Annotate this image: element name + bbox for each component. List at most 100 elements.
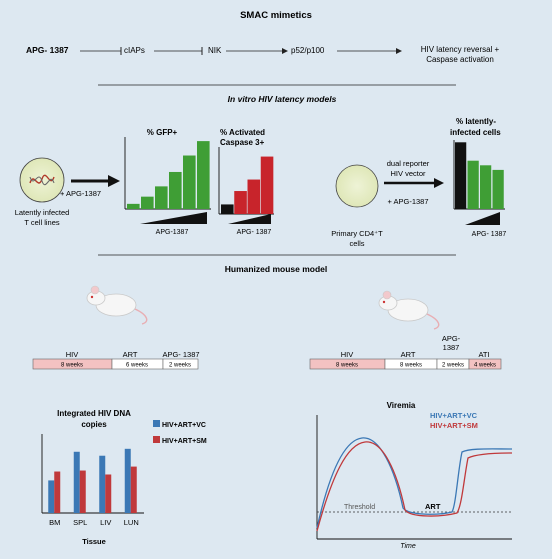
timeline-right-dur-apg: 2 weeks	[442, 363, 464, 369]
timeline-right-dur-art: 8 weeks	[400, 363, 422, 369]
mouse-title: Humanized mouse model	[225, 264, 328, 274]
latent-dose-label: APG- 1387	[472, 231, 507, 238]
dna-strand-icon	[29, 174, 55, 184]
mouse-icon-right	[378, 290, 440, 330]
treatment-arrow-head	[108, 175, 120, 187]
dna-bar	[79, 470, 86, 513]
legend-label-sm: HIV+ART+SM	[162, 438, 207, 445]
timeline-right-phase-apg: APG-1387	[442, 334, 461, 352]
timeline-left: HIV ART APG- 1387 8 weeks 6 weeks 2 week…	[32, 350, 200, 370]
viremia-xlabel: Time	[400, 543, 416, 550]
vector-arrow-head	[434, 178, 444, 188]
pathway-node-nik: NIK	[208, 46, 222, 55]
pathway-node-p52: p52/p100	[291, 46, 325, 55]
primary-cell-label-1: Primary CD4⁺T	[331, 229, 383, 238]
dna-bar	[130, 466, 137, 513]
bar	[467, 160, 479, 209]
threshold-label: Threshold	[344, 504, 375, 511]
caspase-title-1: % Activated	[220, 128, 265, 137]
dna-title-2: copies	[81, 420, 107, 429]
dna-xlabel: Tissue	[82, 537, 106, 546]
pathway-title: SMAC mimetics	[240, 10, 312, 21]
arrow-head-2	[396, 48, 402, 54]
timeline-left-dur-hiv: 8 weeks	[61, 363, 83, 369]
dna-tick-label: SPL	[73, 518, 87, 527]
vector-label-1: dual reporter	[387, 159, 430, 168]
bar	[183, 155, 196, 209]
treatment-label: + APG-1387	[60, 189, 101, 198]
bar	[234, 191, 247, 214]
bar	[221, 204, 234, 214]
timeline-right-phase-hiv: HIV	[341, 350, 354, 359]
latent-title-1: % latently-	[456, 117, 496, 126]
dna-bar	[48, 480, 55, 513]
bar	[127, 203, 140, 209]
gfp-title: % GFP+	[147, 128, 178, 137]
latent-title-2: infected cells	[450, 128, 501, 137]
caspase-dose-wedge	[228, 214, 271, 224]
timeline-right-phase-apg-line: APG-	[442, 334, 461, 343]
dna-chart: BM SPL LIV LUN	[41, 434, 144, 527]
timeline-right-dur-ati: 4 weeks	[474, 363, 496, 369]
dna-strand-icon-2	[29, 176, 55, 186]
dna-tick-label: LUN	[124, 518, 139, 527]
dna-tick-label: BM	[49, 518, 60, 527]
bar	[480, 165, 492, 209]
invitro-title: In vitro HIV latency models	[228, 94, 337, 104]
viremia-legend-vc: HIV+ART+VC	[430, 411, 478, 420]
latent-dose-wedge	[465, 212, 500, 225]
vector-treatment-label: + APG-1387	[387, 197, 428, 206]
latent-chart	[453, 140, 505, 210]
dna-title-1: Integrated HIV DNA	[57, 409, 131, 418]
timeline-right-seg-ati	[468, 358, 502, 370]
bar	[492, 169, 504, 209]
legend-swatch-vc	[153, 420, 160, 427]
primary-cell-label-2: cells	[349, 239, 364, 248]
vector-label-2: HIV vector	[390, 169, 426, 178]
pathway-node-apg: APG- 1387	[26, 45, 69, 55]
primary-cell-icon	[335, 164, 379, 208]
timeline-left-dur-apg: 2 weeks	[169, 363, 191, 369]
bar	[141, 196, 154, 209]
timeline-left-seg-apg	[162, 358, 199, 370]
timeline-right-dur-hiv: 8 weeks	[336, 363, 358, 369]
arrow-head-1	[282, 48, 288, 54]
timeline-left-phase-art: ART	[123, 350, 138, 359]
timeline-left-dur-art: 6 weeks	[126, 363, 148, 369]
cell-lines-label-2: T cell lines	[24, 218, 60, 227]
cell-lines-label-1: Latently infected	[15, 208, 70, 217]
mouse-icon-left	[86, 285, 148, 325]
gfp-dose-label: APG-1387	[156, 229, 189, 236]
gfp-chart	[124, 137, 211, 210]
legend-swatch-sm	[153, 436, 160, 443]
pathway-node-ciaps: cIAPs	[124, 46, 145, 55]
dna-bar	[105, 474, 112, 513]
viremia-legend-sm: HIV+ART+SM	[430, 421, 478, 430]
bar	[455, 142, 467, 209]
timeline-right-phase-ati: ATI	[478, 350, 489, 359]
caspase-dose-label: APG- 1387	[237, 229, 272, 236]
viremia-title: Viremia	[387, 401, 416, 410]
bar	[155, 186, 168, 209]
timeline-right-phase-apg-line: 1387	[443, 343, 460, 352]
timeline-left-phase-hiv: HIV	[66, 350, 79, 359]
caspase-title-2: Caspase 3+	[220, 138, 265, 147]
viremia-line-vc	[316, 437, 513, 529]
dna-bar	[124, 448, 131, 513]
timeline-right: HIV ART APG-1387 ATI 8 weeks 8 weeks 2 w…	[309, 334, 502, 370]
dna-bar	[54, 471, 61, 513]
bar	[247, 179, 261, 214]
pathway-outcome-line1: HIV latency reversal +	[421, 45, 500, 54]
dna-bar	[73, 451, 80, 513]
gfp-dose-wedge	[140, 212, 207, 224]
dna-tick-label: LIV	[100, 518, 111, 527]
caspase-chart	[218, 147, 274, 215]
legend-label-vc: HIV+ART+VC	[162, 422, 206, 429]
bar	[260, 156, 274, 214]
art-label: ART	[425, 502, 441, 511]
timeline-right-phase-art: ART	[401, 350, 416, 359]
dna-bar	[99, 455, 106, 513]
